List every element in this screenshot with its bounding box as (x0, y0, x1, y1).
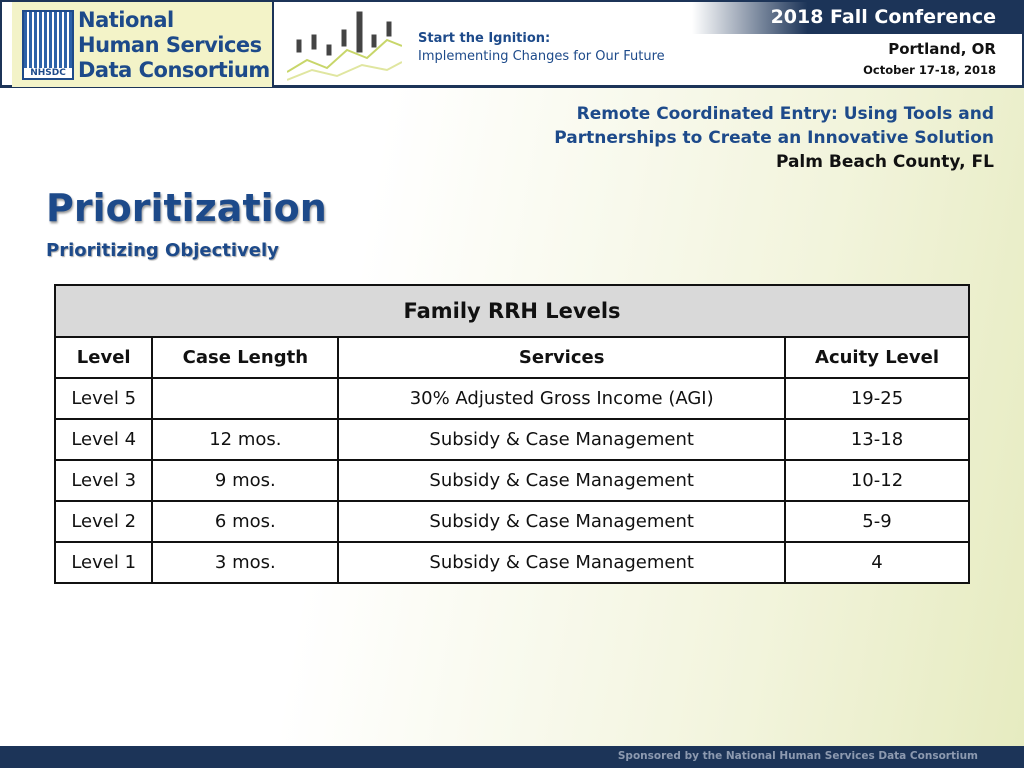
table-row: Level 4 12 mos. Subsidy & Case Management 1… (53, 418, 970, 461)
table-cell: 12 mos. (151, 418, 340, 461)
dates: October 17-18, 2018 (863, 63, 996, 77)
table-cell: 4 (784, 541, 970, 584)
session-line: Remote Coordinated Entry: Using Tools an… (576, 104, 994, 124)
session-line: Partnerships to Create an Innovative Sol… (554, 128, 994, 148)
table-cell: Level 2 (53, 500, 154, 543)
table-cell: Level 4 (53, 418, 154, 461)
column-header: Services (337, 336, 787, 379)
logo-line: National (78, 8, 174, 32)
table-cell: 19-25 (784, 377, 970, 420)
table-cell: Subsidy & Case Management (337, 500, 787, 543)
location: Portland, OR (888, 40, 996, 58)
session-title: Remote Coordinated Entry: Using Tools an… (554, 102, 994, 174)
conference: 2018 Fall Conference (692, 2, 1022, 34)
table: Family RRH Levels Level Case Length Service… (53, 284, 970, 584)
table-cell (151, 377, 340, 420)
header-graphic (287, 11, 402, 81)
table-title: Family RRH Levels (54, 284, 970, 338)
theme-line: Start the Ignition: (418, 31, 551, 46)
header: NHSDC National Human Services Data Conso… (0, 0, 1024, 88)
table-row: Level 5 30% Adjusted Gross Income (AGI) 19… (53, 377, 970, 420)
column-header: Case Length (151, 336, 340, 379)
slide-subtitle: Prioritizing Objectively (46, 240, 279, 261)
logo-line: Human Services (78, 33, 262, 57)
table-cell: 6 mos. (151, 500, 340, 543)
table-cell: 5-9 (784, 500, 970, 543)
theme: Start the Ignition: Implementing Changes… (418, 30, 665, 66)
session-line: Palm Beach County, FL (775, 152, 994, 172)
table-cell: 10-12 (784, 459, 970, 502)
table-cell: 3 mos. (151, 541, 340, 584)
table-cell: Subsidy & Case Management (337, 418, 787, 461)
table-cell: 9 mos. (151, 459, 340, 502)
footer: Sponsored by the National Human Services… (0, 746, 1024, 768)
logo-mark-text: NHSDC (24, 68, 72, 78)
table-cell: Subsidy & Case Management (337, 541, 787, 584)
logo-text: National Human Services Data Consortium (78, 8, 270, 83)
theme-line: Implementing Changes for Our Future (418, 49, 665, 64)
table-cell: Level 1 (53, 541, 154, 584)
column-header: Level (53, 336, 154, 379)
table-title-row: Family RRH Levels (54, 284, 970, 338)
logo: NHSDC National Human Services Data Conso… (12, 2, 274, 87)
table-cell: Level 5 (53, 377, 154, 420)
table-cell: 30% Adjusted Gross Income (AGI) (337, 377, 787, 420)
header-row: Level Case Length Services Acuity Level (53, 336, 970, 379)
column-header: Acuity Level (784, 336, 970, 379)
table-cell: 13-18 (784, 418, 970, 461)
slide-title: Prioritization (46, 186, 327, 230)
table-cell: Subsidy & Case Management (337, 459, 787, 502)
logo-line: Data Consortium (78, 58, 270, 82)
logo-mark: NHSDC (22, 10, 74, 80)
table-cell: Level 3 (53, 459, 154, 502)
